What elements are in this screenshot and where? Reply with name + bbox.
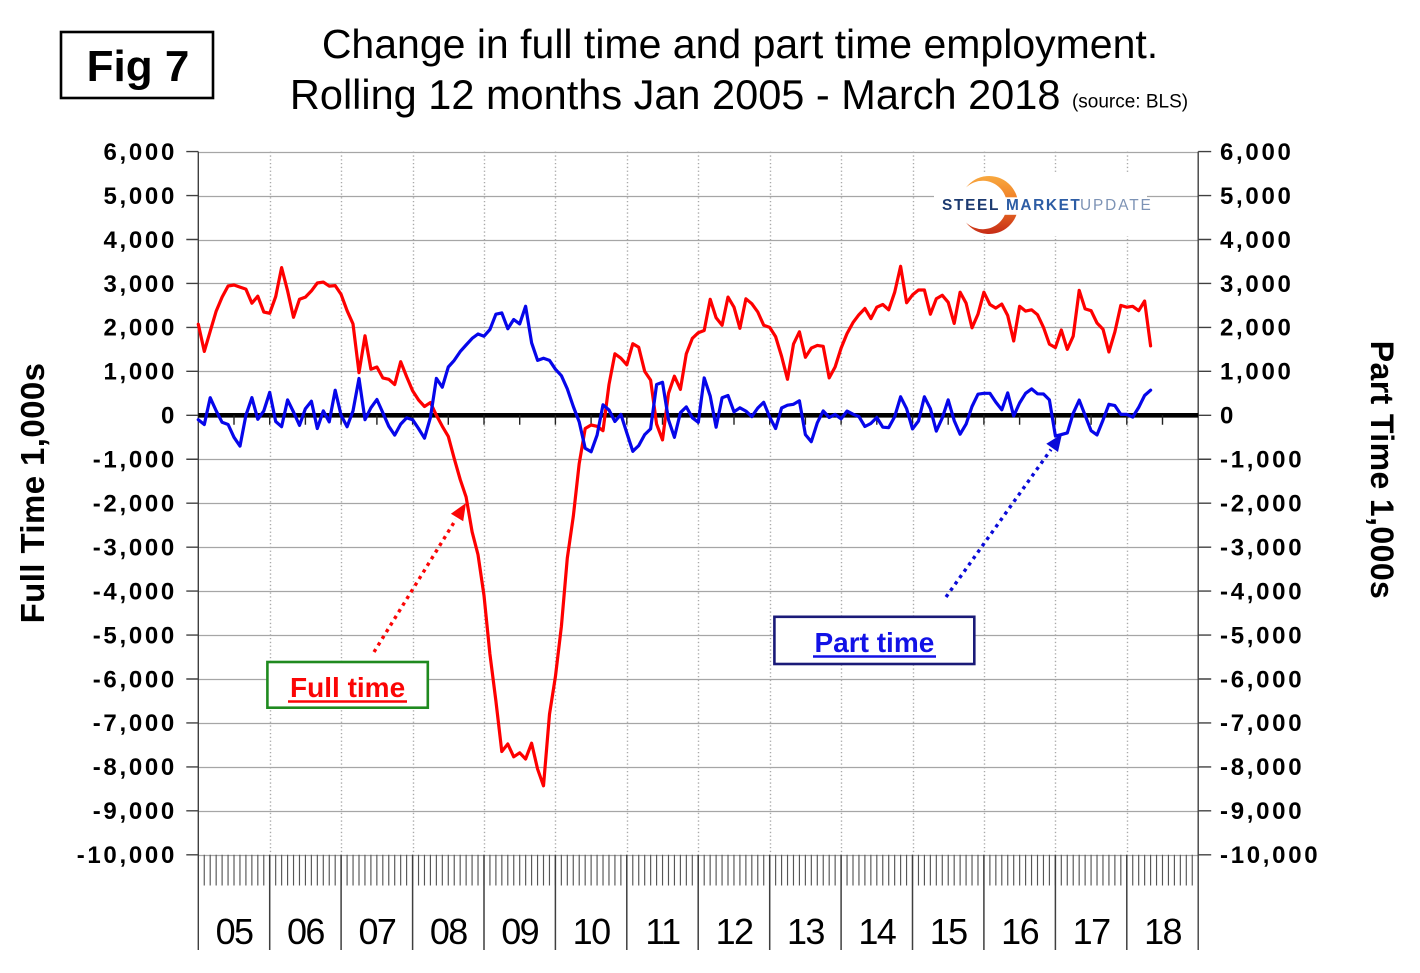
svg-text:-8,000: -8,000 xyxy=(1220,754,1304,781)
svg-text:Full time: Full time xyxy=(290,672,405,703)
svg-text:-1,000: -1,000 xyxy=(93,447,177,474)
svg-text:UPDATE: UPDATE xyxy=(1080,197,1153,214)
svg-text:Full Time 1,000s: Full Time 1,000s xyxy=(14,363,51,624)
svg-text:4,000: 4,000 xyxy=(1220,227,1294,254)
svg-text:14: 14 xyxy=(858,911,895,952)
svg-text:18: 18 xyxy=(1144,911,1181,952)
svg-text:Part Time 1,000s: Part Time 1,000s xyxy=(1364,341,1400,599)
svg-text:-3,000: -3,000 xyxy=(1220,534,1304,561)
svg-text:1,000: 1,000 xyxy=(1220,359,1294,386)
svg-text:-6,000: -6,000 xyxy=(1220,666,1304,693)
svg-text:-7,000: -7,000 xyxy=(1220,710,1304,737)
svg-text:05: 05 xyxy=(216,911,253,952)
svg-text:-2,000: -2,000 xyxy=(93,491,177,518)
svg-text:3,000: 3,000 xyxy=(103,271,177,298)
svg-text:12: 12 xyxy=(716,911,753,952)
svg-text:STEEL: STEEL xyxy=(942,197,1000,214)
svg-text:2,000: 2,000 xyxy=(103,315,177,342)
svg-text:Part time: Part time xyxy=(814,627,934,658)
svg-text:-7,000: -7,000 xyxy=(93,710,177,737)
svg-text:-6,000: -6,000 xyxy=(93,666,177,693)
svg-text:-3,000: -3,000 xyxy=(93,534,177,561)
svg-text:5,000: 5,000 xyxy=(1220,183,1294,210)
svg-text:6,000: 6,000 xyxy=(1220,139,1294,166)
svg-text:08: 08 xyxy=(430,911,467,952)
svg-text:1,000: 1,000 xyxy=(103,359,177,386)
svg-text:-1,000: -1,000 xyxy=(1220,447,1304,474)
svg-text:-2,000: -2,000 xyxy=(1220,491,1304,518)
svg-text:-5,000: -5,000 xyxy=(93,622,177,649)
svg-text:09: 09 xyxy=(501,911,538,952)
svg-text:-9,000: -9,000 xyxy=(1220,798,1304,825)
svg-text:Fig 7: Fig 7 xyxy=(87,42,190,91)
svg-text:10: 10 xyxy=(573,911,610,952)
svg-text:MARKET: MARKET xyxy=(1006,197,1081,214)
svg-text:11: 11 xyxy=(645,911,680,952)
svg-text:Rolling 12 months Jan 2005 - M: Rolling 12 months Jan 2005 - March 2018 … xyxy=(290,71,1188,118)
svg-text:-10,000: -10,000 xyxy=(1220,842,1320,869)
svg-text:-10,000: -10,000 xyxy=(77,842,177,869)
svg-text:-9,000: -9,000 xyxy=(93,798,177,825)
svg-text:2,000: 2,000 xyxy=(1220,315,1294,342)
svg-text:13: 13 xyxy=(787,911,824,952)
svg-text:-4,000: -4,000 xyxy=(93,578,177,605)
svg-text:0: 0 xyxy=(161,403,177,430)
svg-text:6,000: 6,000 xyxy=(103,139,177,166)
svg-text:07: 07 xyxy=(358,911,395,952)
svg-text:17: 17 xyxy=(1073,911,1110,952)
svg-text:16: 16 xyxy=(1001,911,1038,952)
svg-text:06: 06 xyxy=(287,911,324,952)
svg-text:4,000: 4,000 xyxy=(103,227,177,254)
svg-text:15: 15 xyxy=(930,911,967,952)
svg-text:3,000: 3,000 xyxy=(1220,271,1294,298)
svg-text:5,000: 5,000 xyxy=(103,183,177,210)
svg-text:Change in full time and part t: Change in full time and part time employ… xyxy=(322,21,1158,67)
svg-text:-5,000: -5,000 xyxy=(1220,622,1304,649)
svg-text:-4,000: -4,000 xyxy=(1220,578,1304,605)
svg-text:-8,000: -8,000 xyxy=(93,754,177,781)
svg-text:0: 0 xyxy=(1220,403,1236,430)
